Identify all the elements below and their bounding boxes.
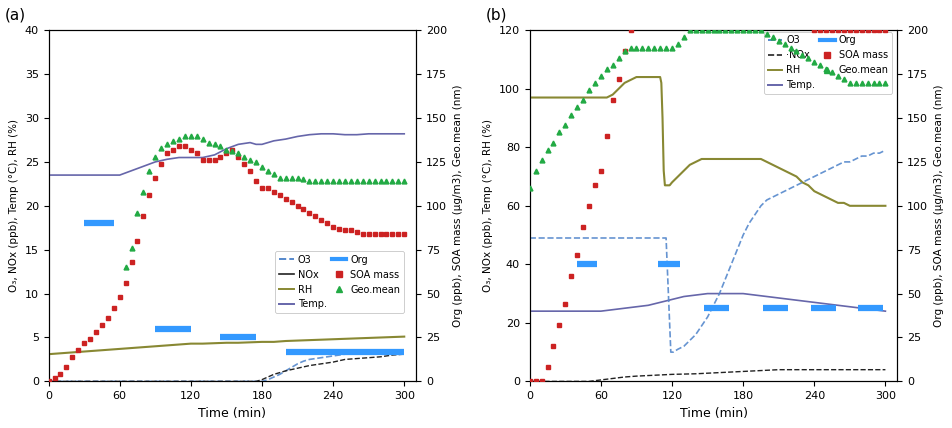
Y-axis label: Org (ppb), SOA mass (μg/m3), Geo.mean (nm): Org (ppb), SOA mass (μg/m3), Geo.mean (n… [934, 85, 943, 327]
Y-axis label: O₃, NOx (ppb), Temp (°C), RH (%): O₃, NOx (ppb), Temp (°C), RH (%) [484, 119, 493, 292]
Y-axis label: O₃, NOx (ppb), Temp (°C), RH (%): O₃, NOx (ppb), Temp (°C), RH (%) [10, 119, 19, 292]
Legend: O3, ·NOx, RH, Temp., Org, SOA mass, Geo.mean: O3, ·NOx, RH, Temp., Org, SOA mass, Geo.… [764, 32, 892, 94]
Y-axis label: Org (ppb), SOA mass (μg/m3), Geo.mean (nm): Org (ppb), SOA mass (μg/m3), Geo.mean (n… [452, 85, 463, 327]
X-axis label: Time (min): Time (min) [198, 407, 267, 420]
X-axis label: Time (min): Time (min) [680, 407, 747, 420]
Text: (b): (b) [486, 8, 507, 23]
Text: (a): (a) [5, 8, 26, 23]
Legend: O3, NOx, RH, Temp., Org, SOA mass, Geo.mean: O3, NOx, RH, Temp., Org, SOA mass, Geo.m… [275, 251, 404, 313]
